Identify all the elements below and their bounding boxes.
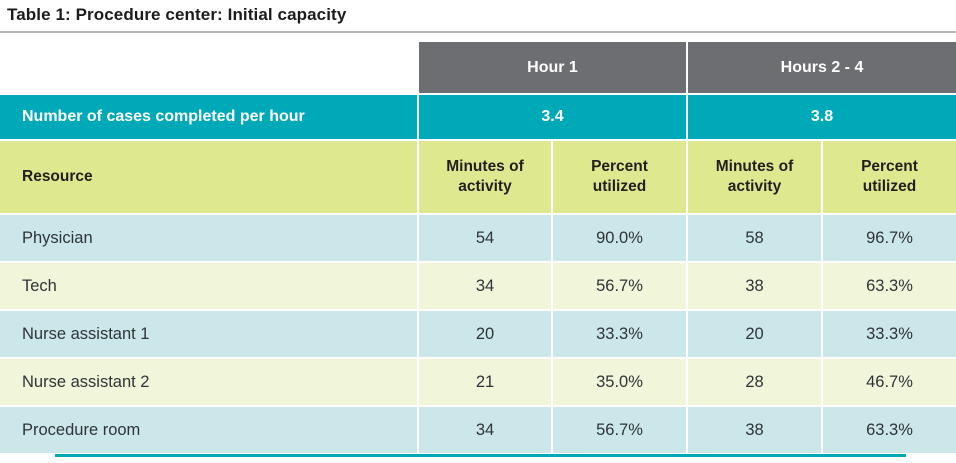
value-cell: 58	[688, 215, 821, 261]
resource-cell: Nurse assistant 1	[0, 311, 417, 357]
table-title: Table 1: Procedure center: Initial capac…	[7, 5, 347, 24]
col-header-minutes-hour1: Minutes of activity	[419, 141, 551, 213]
value-cell: 34	[419, 263, 551, 309]
empty-corner-cell	[0, 42, 417, 93]
value-cell: 96.7%	[823, 215, 956, 261]
title-divider	[0, 31, 956, 33]
value-cell: 56.7%	[553, 263, 686, 309]
col-header-resource: Resource	[0, 141, 417, 213]
value-cell: 20	[419, 311, 551, 357]
value-cell: 35.0%	[553, 359, 686, 405]
hour-1-header: Hour 1	[419, 42, 686, 93]
col-header-minutes-hours2-4: Minutes of activity	[688, 141, 821, 213]
col-header-percent-hour1: Percent utilized	[553, 141, 686, 213]
value-cell: 34	[419, 407, 551, 453]
value-cell: 63.3%	[823, 407, 956, 453]
value-cell: 33.3%	[553, 311, 686, 357]
value-cell: 21	[419, 359, 551, 405]
cases-per-hour-value-hour1: 3.4	[419, 95, 686, 139]
value-cell: 56.7%	[553, 407, 686, 453]
value-cell: 46.7%	[823, 359, 956, 405]
value-cell: 20	[688, 311, 821, 357]
value-cell: 33.3%	[823, 311, 956, 357]
value-cell: 38	[688, 263, 821, 309]
col-header-percent-hours2-4: Percent utilized	[823, 141, 956, 213]
cases-per-hour-value-hours2-4: 3.8	[688, 95, 956, 139]
resource-cell: Physician	[0, 215, 417, 261]
resource-cell: Tech	[0, 263, 417, 309]
value-cell: 28	[688, 359, 821, 405]
hours-2-4-header: Hours 2 - 4	[688, 42, 956, 93]
value-cell: 38	[688, 407, 821, 453]
value-cell: 63.3%	[823, 263, 956, 309]
value-cell: 90.0%	[553, 215, 686, 261]
table-bottom-border	[55, 454, 906, 457]
capacity-table: Hour 1 Hours 2 - 4 Number of cases compl…	[0, 42, 956, 453]
cases-per-hour-label: Number of cases completed per hour	[0, 95, 417, 139]
resource-cell: Procedure room	[0, 407, 417, 453]
value-cell: 54	[419, 215, 551, 261]
resource-cell: Nurse assistant 2	[0, 359, 417, 405]
